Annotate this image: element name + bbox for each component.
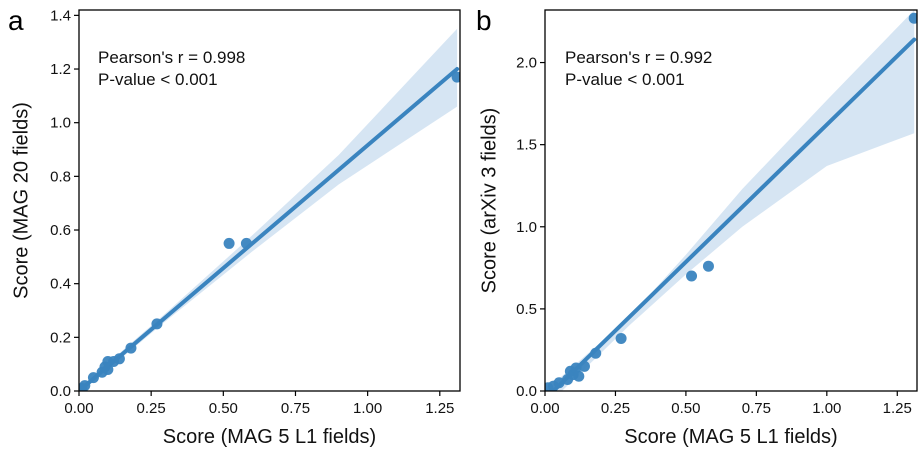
- regression-line: [79, 67, 460, 391]
- data-point: [615, 332, 627, 344]
- data-point: [578, 360, 590, 372]
- axes-frame: [544, 9, 918, 392]
- y-tick-label: 0.2: [50, 329, 71, 346]
- x-tick-label: 0.75: [281, 400, 310, 417]
- x-tick-label: 0.50: [209, 400, 238, 417]
- data-point: [553, 377, 565, 389]
- x-axis-title: Score (MAG 5 L1 fields): [624, 426, 837, 448]
- y-tick-label: 2.0: [516, 55, 537, 72]
- panel-label: b: [476, 5, 492, 36]
- pearson-annotation: Pearson's r = 0.998: [98, 48, 245, 67]
- x-tick-label: 0.75: [742, 400, 771, 417]
- data-point: [113, 353, 125, 365]
- x-tick-label: 1.00: [353, 400, 382, 417]
- data-point: [125, 342, 137, 354]
- chart-panel-a: 0.00 0.25 0.50 0.75 1.00 1.25 0.0 0.2 0.4 0.6 0.8 1…: [8, 5, 461, 448]
- y-tick-label: 0.0: [516, 383, 537, 400]
- data-point: [702, 260, 714, 272]
- y-tick-label: 1.4: [50, 7, 71, 24]
- data-point: [908, 12, 917, 24]
- y-tick-label: 1.5: [516, 137, 537, 154]
- data-point: [223, 237, 235, 249]
- data-point: [151, 318, 163, 330]
- y-axis-title: Score (MAG 20 fields): [10, 102, 32, 299]
- p-value-annotation: P-value < 0.001: [98, 70, 218, 89]
- plot-area: [79, 28, 460, 391]
- y-tick-label: 1.0: [50, 115, 71, 132]
- y-tick-label: 0.4: [50, 276, 71, 293]
- y-axis-title: Score (arXiv 3 fields): [478, 108, 500, 294]
- y-tick-label: 0.0: [50, 383, 71, 400]
- panel-label: a: [8, 5, 24, 36]
- axes-frame: [78, 9, 461, 392]
- x-tick-label: 0.25: [601, 400, 630, 417]
- x-tick-label: 1.00: [812, 400, 841, 417]
- chart-panel-b: 0.00 0.25 0.50 0.75 1.00 1.25 0.0 0.5 1.0 1.5 2.0 S…: [476, 5, 918, 448]
- x-tick-label: 0.00: [64, 400, 93, 417]
- data-point: [590, 347, 602, 359]
- x-tick-label: 1.25: [425, 400, 454, 417]
- y-tick-label: 0.5: [516, 301, 537, 318]
- regression-line: [550, 37, 917, 391]
- x-tick-label: 0.00: [530, 400, 559, 417]
- pearson-annotation: Pearson's r = 0.992: [565, 48, 712, 67]
- y-tick-label: 0.6: [50, 222, 71, 239]
- data-point: [79, 380, 91, 391]
- data-point: [451, 71, 460, 83]
- y-tick-label: 1.2: [50, 61, 71, 78]
- data-point: [573, 370, 585, 382]
- data-point: [240, 237, 252, 249]
- x-axis-title: Score (MAG 5 L1 fields): [163, 426, 376, 448]
- y-tick-label: 0.8: [50, 168, 71, 185]
- x-tick-label: 0.50: [671, 400, 700, 417]
- plot-area: [545, 10, 917, 391]
- data-point: [87, 372, 99, 384]
- p-value-annotation: P-value < 0.001: [565, 70, 685, 89]
- x-tick-label: 0.25: [137, 400, 166, 417]
- y-tick-label: 1.0: [516, 219, 537, 236]
- data-point: [102, 364, 114, 376]
- x-tick-label: 1.25: [883, 400, 912, 417]
- data-point: [686, 270, 698, 282]
